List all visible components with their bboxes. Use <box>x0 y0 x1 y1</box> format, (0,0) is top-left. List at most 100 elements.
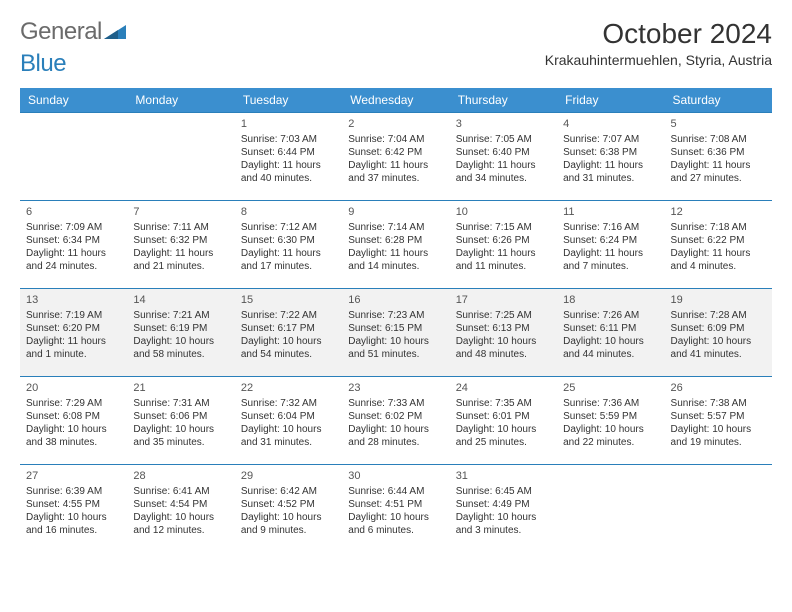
day-number: 30 <box>348 469 443 483</box>
calendar-cell: 21 Sunrise: 7:31 AMSunset: 6:06 PMDayligh… <box>127 377 234 465</box>
day-number: 7 <box>133 205 228 219</box>
day-number: 31 <box>456 469 551 483</box>
day-info: Sunrise: 7:32 AMSunset: 6:04 PMDaylight:… <box>241 397 336 449</box>
weekday-header-row: Sunday Monday Tuesday Wednesday Thursday… <box>20 88 772 113</box>
calendar-row: 6 Sunrise: 7:09 AMSunset: 6:34 PMDaylight… <box>20 201 772 289</box>
day-info: Sunrise: 7:12 AMSunset: 6:30 PMDaylight:… <box>241 221 336 273</box>
day-info: Sunrise: 7:36 AMSunset: 5:59 PMDaylight:… <box>563 397 658 449</box>
calendar-cell: 20 Sunrise: 7:29 AMSunset: 6:08 PMDayligh… <box>20 377 127 465</box>
calendar-cell: 14Sunrise: 7:21 AMSunset: 6:19 PMDayligh… <box>127 289 234 377</box>
day-info: Sunrise: 7:22 AMSunset: 6:17 PMDaylight:… <box>241 309 336 361</box>
day-number: 2 <box>348 117 443 131</box>
calendar-cell: 30 Sunrise: 6:44 AMSunset: 4:51 PMDayligh… <box>342 465 449 553</box>
calendar-cell: 2 Sunrise: 7:04 AMSunset: 6:42 PMDaylight… <box>342 113 449 201</box>
day-info: Sunrise: 7:31 AMSunset: 6:06 PMDaylight:… <box>133 397 228 449</box>
day-info: Sunrise: 6:41 AMSunset: 4:54 PMDaylight:… <box>133 485 228 537</box>
calendar-cell: 9Sunrise: 7:14 AMSunset: 6:28 PMDaylight… <box>342 201 449 289</box>
logo-text-blue: Blue <box>20 50 66 77</box>
day-info: Sunrise: 7:05 AMSunset: 6:40 PMDaylight:… <box>456 133 551 185</box>
calendar-row: 13 Sunrise: 7:19 AMSunset: 6:20 PMDayligh… <box>20 289 772 377</box>
calendar-cell <box>20 113 127 201</box>
calendar-cell: 23Sunrise: 7:33 AMSunset: 6:02 PMDayligh… <box>342 377 449 465</box>
day-info: Sunrise: 7:09 AMSunset: 6:34 PMDaylight:… <box>26 221 121 273</box>
calendar-cell: 6 Sunrise: 7:09 AMSunset: 6:34 PMDaylight… <box>20 201 127 289</box>
day-number: 12 <box>671 205 766 219</box>
calendar-cell <box>557 465 664 553</box>
header: General October 2024 Krakauhintermuehlen… <box>20 18 772 68</box>
day-number: 17 <box>456 293 551 307</box>
calendar-cell: 5Sunrise: 7:08 AMSunset: 6:36 PMDaylight… <box>665 113 772 201</box>
calendar-row: 20 Sunrise: 7:29 AMSunset: 6:08 PMDayligh… <box>20 377 772 465</box>
day-info: Sunrise: 7:11 AMSunset: 6:32 PMDaylight:… <box>133 221 228 273</box>
day-info: Sunrise: 7:25 AMSunset: 6:13 PMDaylight:… <box>456 309 551 361</box>
day-info: Sunrise: 7:28 AMSunset: 6:09 PMDaylight:… <box>671 309 766 361</box>
day-number: 13 <box>26 293 121 307</box>
day-info: Sunrise: 7:16 AMSunset: 6:24 PMDaylight:… <box>563 221 658 273</box>
day-info: Sunrise: 7:18 AMSunset: 6:22 PMDaylight:… <box>671 221 766 273</box>
day-number: 3 <box>456 117 551 131</box>
day-info: Sunrise: 7:15 AMSunset: 6:26 PMDaylight:… <box>456 221 551 273</box>
calendar-cell: 15Sunrise: 7:22 AMSunset: 6:17 PMDayligh… <box>235 289 342 377</box>
weekday-header: Saturday <box>665 88 772 113</box>
day-info: Sunrise: 7:21 AMSunset: 6:19 PMDaylight:… <box>133 309 228 361</box>
calendar-cell: 17 Sunrise: 7:25 AMSunset: 6:13 PMDayligh… <box>450 289 557 377</box>
calendar-cell: 11Sunrise: 7:16 AMSunset: 6:24 PMDayligh… <box>557 201 664 289</box>
day-number: 9 <box>348 205 443 219</box>
weekday-header: Tuesday <box>235 88 342 113</box>
day-number: 1 <box>241 117 336 131</box>
day-number: 28 <box>133 469 228 483</box>
day-number: 5 <box>671 117 766 131</box>
calendar-table: Sunday Monday Tuesday Wednesday Thursday… <box>20 88 772 553</box>
calendar-cell: 19 Sunrise: 7:28 AMSunset: 6:09 PMDayligh… <box>665 289 772 377</box>
weekday-header: Wednesday <box>342 88 449 113</box>
calendar-cell: 18 Sunrise: 7:26 AMSunset: 6:11 PMDayligh… <box>557 289 664 377</box>
day-info: Sunrise: 7:23 AMSunset: 6:15 PMDaylight:… <box>348 309 443 361</box>
calendar-row: 1 Sunrise: 7:03 AMSunset: 6:44 PMDaylight… <box>20 113 772 201</box>
weekday-header: Friday <box>557 88 664 113</box>
day-number: 22 <box>241 381 336 395</box>
day-info: Sunrise: 7:33 AMSunset: 6:02 PMDaylight:… <box>348 397 443 449</box>
day-number: 8 <box>241 205 336 219</box>
day-number: 16 <box>348 293 443 307</box>
location-label: Krakauhintermuehlen, Styria, Austria <box>545 52 772 68</box>
day-number: 24 <box>456 381 551 395</box>
calendar-cell: 24 Sunrise: 7:35 AMSunset: 6:01 PMDayligh… <box>450 377 557 465</box>
weekday-header: Sunday <box>20 88 127 113</box>
day-info: Sunrise: 7:26 AMSunset: 6:11 PMDaylight:… <box>563 309 658 361</box>
day-info: Sunrise: 6:45 AMSunset: 4:49 PMDaylight:… <box>456 485 551 537</box>
day-info: Sunrise: 7:03 AMSunset: 6:44 PMDaylight:… <box>241 133 336 185</box>
calendar-cell: 28 Sunrise: 6:41 AMSunset: 4:54 PMDayligh… <box>127 465 234 553</box>
logo-text-general: General <box>20 18 102 46</box>
calendar-cell: 1 Sunrise: 7:03 AMSunset: 6:44 PMDaylight… <box>235 113 342 201</box>
day-info: Sunrise: 7:04 AMSunset: 6:42 PMDaylight:… <box>348 133 443 185</box>
day-number: 19 <box>671 293 766 307</box>
calendar-cell: 10Sunrise: 7:15 AMSunset: 6:26 PMDayligh… <box>450 201 557 289</box>
calendar-cell: 29Sunrise: 6:42 AMSunset: 4:52 PMDayligh… <box>235 465 342 553</box>
calendar-cell: 3 Sunrise: 7:05 AMSunset: 6:40 PMDaylight… <box>450 113 557 201</box>
calendar-cell: 16 Sunrise: 7:23 AMSunset: 6:15 PMDayligh… <box>342 289 449 377</box>
day-info: Sunrise: 7:35 AMSunset: 6:01 PMDaylight:… <box>456 397 551 449</box>
day-number: 6 <box>26 205 121 219</box>
day-number: 4 <box>563 117 658 131</box>
day-info: Sunrise: 6:39 AMSunset: 4:55 PMDaylight:… <box>26 485 121 537</box>
calendar-cell: 26Sunrise: 7:38 AMSunset: 5:57 PMDayligh… <box>665 377 772 465</box>
day-info: Sunrise: 7:19 AMSunset: 6:20 PMDaylight:… <box>26 309 121 361</box>
weekday-header: Thursday <box>450 88 557 113</box>
calendar-cell: 22 Sunrise: 7:32 AMSunset: 6:04 PMDayligh… <box>235 377 342 465</box>
day-info: Sunrise: 7:29 AMSunset: 6:08 PMDaylight:… <box>26 397 121 449</box>
day-info: Sunrise: 7:38 AMSunset: 5:57 PMDaylight:… <box>671 397 766 449</box>
calendar-cell: 7 Sunrise: 7:11 AMSunset: 6:32 PMDaylight… <box>127 201 234 289</box>
calendar-cell: 13 Sunrise: 7:19 AMSunset: 6:20 PMDayligh… <box>20 289 127 377</box>
logo: General <box>20 18 128 46</box>
day-number: 25 <box>563 381 658 395</box>
day-info: Sunrise: 6:44 AMSunset: 4:51 PMDaylight:… <box>348 485 443 537</box>
day-number: 20 <box>26 381 121 395</box>
day-number: 21 <box>133 381 228 395</box>
weekday-header: Monday <box>127 88 234 113</box>
day-number: 18 <box>563 293 658 307</box>
day-info: Sunrise: 7:07 AMSunset: 6:38 PMDaylight:… <box>563 133 658 185</box>
calendar-cell: 12 Sunrise: 7:18 AMSunset: 6:22 PMDayligh… <box>665 201 772 289</box>
calendar-cell <box>665 465 772 553</box>
day-number: 27 <box>26 469 121 483</box>
calendar-cell: 8 Sunrise: 7:12 AMSunset: 6:30 PMDaylight… <box>235 201 342 289</box>
